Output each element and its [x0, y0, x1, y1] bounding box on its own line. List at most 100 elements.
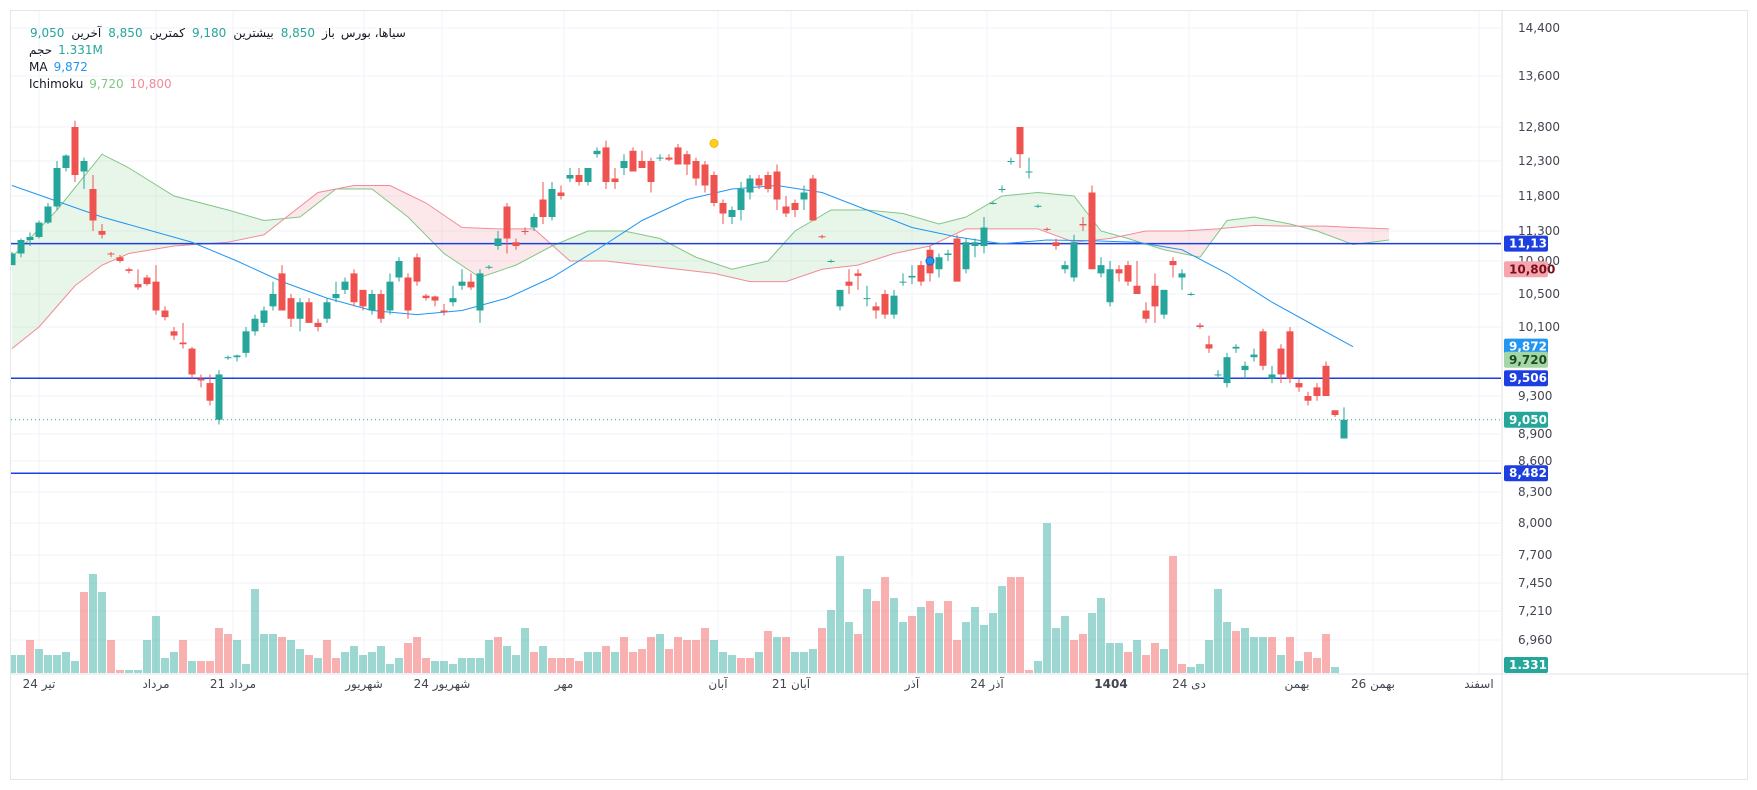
candle: [953, 234, 961, 282]
candle-body: [413, 257, 421, 282]
candle-body: [1043, 228, 1051, 230]
candle: [1322, 361, 1330, 396]
chart-frame[interactable]: 14,400 13,600 12,800 12,300 11,800 11,300 10,9…: [10, 10, 1749, 781]
candle: [746, 175, 754, 200]
price-tick: 13,600: [1518, 69, 1560, 83]
cloud-fill: [894, 212, 903, 254]
candle-body: [980, 227, 988, 246]
cloud-fill: [201, 203, 210, 245]
candle: [1214, 370, 1222, 379]
candle: [1133, 261, 1141, 294]
volume-bar: [926, 601, 934, 673]
candle-body: [1187, 294, 1195, 295]
candle-body: [755, 178, 763, 186]
cloud-span-b: [11, 185, 1390, 349]
volume-bar: [404, 643, 412, 673]
volume-bar: [188, 661, 196, 673]
cloud-fill: [1137, 231, 1146, 245]
candle-body: [854, 273, 862, 276]
volume-bar: [863, 589, 871, 673]
volume-legend-row[interactable]: حجم 1.331M: [29, 42, 406, 59]
ichimoku-legend-row[interactable]: Ichimoku 9,720 10,800: [29, 76, 406, 93]
badge-label: 9,506: [1509, 371, 1547, 385]
cloud-fill: [876, 210, 885, 260]
badge-bg: [1504, 465, 1548, 482]
symbol-name[interactable]: سیاها، بورس: [340, 26, 406, 40]
volume-bar: [170, 652, 178, 673]
candle-body: [341, 281, 349, 290]
low-label: کمترین: [149, 26, 185, 40]
candle-body: [449, 298, 457, 303]
price-tick: 7,700: [1518, 548, 1552, 562]
ichimoku-label: Ichimoku: [29, 77, 84, 91]
candle: [422, 294, 430, 301]
candle-body: [80, 161, 88, 172]
price-chart[interactable]: 14,40013,60012,80012,30011,80011,30010,9…: [11, 11, 1749, 781]
price-tick: 8,300: [1518, 485, 1552, 499]
volume-bar: [719, 652, 727, 673]
candle: [1259, 328, 1267, 371]
candle-body: [368, 294, 376, 311]
volume-bar: [971, 607, 979, 673]
cloud-fill: [516, 228, 525, 266]
candle-body: [692, 161, 700, 179]
cloud-fill: [1281, 222, 1290, 227]
volume-bar: [701, 628, 709, 673]
cloud-fill: [471, 227, 480, 278]
volume-bar: [908, 616, 916, 673]
ma-label: MA: [29, 60, 48, 74]
ichimoku-cloud: [11, 153, 1390, 349]
cloud-fill: [1002, 195, 1011, 229]
volume-bar: [989, 613, 997, 673]
volume-bar: [1286, 637, 1294, 673]
volume-bar: [503, 646, 511, 673]
cloud-fill: [849, 210, 858, 267]
candle: [1313, 383, 1321, 401]
volume-bar: [125, 670, 133, 673]
candle-body: [1070, 242, 1078, 278]
cloud-fill: [84, 165, 93, 279]
cloud-fill: [651, 236, 660, 268]
volume-bar: [80, 592, 88, 673]
volume-bar: [107, 640, 115, 673]
volume-bar: [1259, 637, 1267, 673]
cloud-fill: [417, 198, 426, 235]
candle-body: [89, 189, 97, 221]
candle-body: [1025, 171, 1033, 173]
cloud-fill: [921, 218, 930, 248]
volume-bar: [1331, 667, 1339, 673]
candle: [233, 354, 241, 362]
volume-bar: [1151, 643, 1159, 673]
candle: [242, 327, 250, 358]
candle-body: [1205, 344, 1213, 349]
candle: [278, 265, 286, 311]
candle: [17, 238, 25, 258]
candle-body: [620, 161, 628, 168]
volume-bar: [323, 640, 331, 673]
cloud-fill: [975, 206, 984, 229]
ma-legend-row[interactable]: MA 9,872: [29, 59, 406, 76]
candle: [1304, 391, 1312, 406]
cloud-fill: [930, 221, 939, 246]
volume-bar: [1007, 577, 1015, 673]
badge-label: 9,720: [1509, 353, 1547, 367]
candle: [944, 249, 952, 261]
cloud-fill: [165, 190, 174, 248]
time-axis: 24 تیر مرداد 21 مرداد شهریور 24 شهریور مهر آبا…: [11, 673, 1749, 692]
time-label: 24 تیر: [23, 677, 56, 692]
volume-bar: [674, 637, 682, 673]
candle-body: [1115, 269, 1123, 274]
volume-bars: [11, 523, 1339, 673]
chart-legend: سیاها، بورس باز 8,850 بیشترین 9,180 کمترین…: [29, 25, 406, 93]
high-value: 9,180: [191, 26, 227, 40]
price-tick: 12,300: [1518, 154, 1560, 168]
price-tick: 11,300: [1518, 224, 1560, 238]
cloud-fill: [1155, 231, 1164, 250]
ma-line: [11, 184, 1354, 348]
candle-body: [1304, 396, 1312, 401]
candle-body: [674, 147, 682, 165]
volume-bar: [575, 661, 583, 673]
volume-bar: [251, 589, 259, 673]
cloud-fill: [390, 185, 399, 210]
volume-bar: [1025, 670, 1033, 673]
